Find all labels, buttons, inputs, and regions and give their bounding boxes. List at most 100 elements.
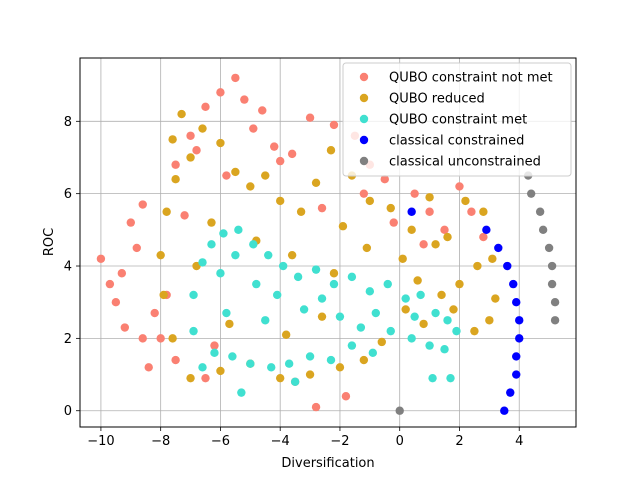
data-point: [395, 406, 404, 415]
data-point: [210, 341, 219, 350]
data-point: [231, 167, 240, 177]
data-point: [371, 308, 381, 318]
y-tick-label: 6: [64, 187, 72, 202]
data-point: [132, 243, 141, 253]
data-point: [535, 207, 545, 216]
data-point: [168, 135, 177, 144]
data-point: [192, 146, 201, 155]
x-tick-label: −2: [330, 434, 349, 449]
data-point: [138, 200, 147, 209]
data-point: [162, 207, 171, 216]
data-point: [171, 160, 180, 169]
data-point: [431, 308, 440, 318]
series-1: [156, 109, 500, 383]
data-point: [482, 225, 491, 235]
data-point: [252, 279, 261, 289]
data-point: [317, 294, 327, 303]
x-axis-label: Diversification: [281, 456, 374, 471]
data-point: [290, 377, 300, 386]
data-point: [473, 261, 482, 271]
data-point: [488, 254, 497, 263]
data-point: [311, 178, 321, 188]
data-point: [186, 373, 195, 383]
data-point: [156, 250, 165, 260]
data-point: [150, 308, 159, 318]
data-point: [526, 189, 536, 198]
data-point: [410, 189, 419, 198]
data-point: [138, 334, 147, 343]
data-point: [425, 341, 434, 350]
data-point: [398, 254, 407, 263]
data-point: [111, 297, 121, 307]
data-point: [509, 279, 518, 289]
data-point: [455, 279, 464, 289]
x-tick-label: −8: [151, 434, 170, 449]
data-point: [416, 290, 425, 300]
data-point: [449, 305, 458, 314]
legend-marker: [359, 114, 369, 124]
data-point: [189, 326, 198, 336]
data-point: [267, 363, 276, 372]
data-point: [461, 196, 470, 206]
data-point: [452, 326, 461, 336]
data-point: [335, 363, 345, 372]
data-point: [347, 272, 357, 282]
legend-label: QUBO reduced: [389, 92, 485, 107]
legend-label: QUBO constraint not met: [389, 71, 553, 86]
data-point: [437, 290, 446, 300]
data-point: [198, 258, 207, 267]
data-point: [246, 182, 255, 191]
data-point: [96, 254, 106, 263]
data-point: [177, 109, 186, 119]
data-point: [311, 265, 321, 274]
data-point: [512, 352, 521, 361]
data-point: [210, 348, 219, 358]
data-point: [341, 392, 351, 401]
data-point: [386, 326, 395, 336]
data-point: [479, 207, 488, 216]
x-axis-ticks: −10 −8 −6 −4 −2 0 2 4: [87, 427, 523, 449]
data-point: [105, 279, 115, 289]
data-point: [362, 243, 372, 253]
series-4: [395, 171, 560, 415]
data-point: [216, 269, 225, 278]
data-point: [168, 334, 177, 343]
y-tick-label: 0: [64, 404, 72, 419]
data-point: [401, 305, 410, 314]
x-tick-label: 2: [455, 434, 463, 449]
x-tick-label: −4: [271, 434, 290, 449]
data-point: [216, 366, 225, 376]
data-point: [311, 402, 321, 412]
data-point: [335, 312, 345, 321]
data-point: [278, 261, 288, 271]
data-point: [299, 305, 309, 314]
data-point: [117, 269, 127, 278]
data-point: [443, 316, 452, 325]
data-point: [317, 203, 327, 213]
data-point: [246, 359, 255, 368]
data-point: [359, 189, 369, 198]
legend: QUBO constraint not met QUBO reduced QUBO …: [342, 62, 572, 177]
data-point: [338, 222, 348, 231]
data-point: [329, 279, 339, 289]
data-point: [180, 211, 189, 220]
series-3: [407, 207, 524, 415]
data-point: [500, 406, 509, 415]
data-point: [455, 182, 464, 191]
data-point: [425, 207, 434, 216]
series-0: [96, 73, 488, 412]
data-point: [287, 149, 297, 159]
data-point: [326, 355, 336, 365]
data-point: [431, 240, 440, 249]
data-point: [550, 316, 560, 325]
data-point: [389, 218, 398, 227]
data-point: [368, 348, 378, 358]
data-point: [156, 334, 165, 343]
data-point: [198, 124, 207, 133]
x-tick-label: 4: [515, 434, 523, 449]
data-point: [222, 308, 231, 318]
data-point: [281, 330, 291, 339]
legend-box: [342, 62, 572, 177]
series-2: [189, 225, 461, 397]
